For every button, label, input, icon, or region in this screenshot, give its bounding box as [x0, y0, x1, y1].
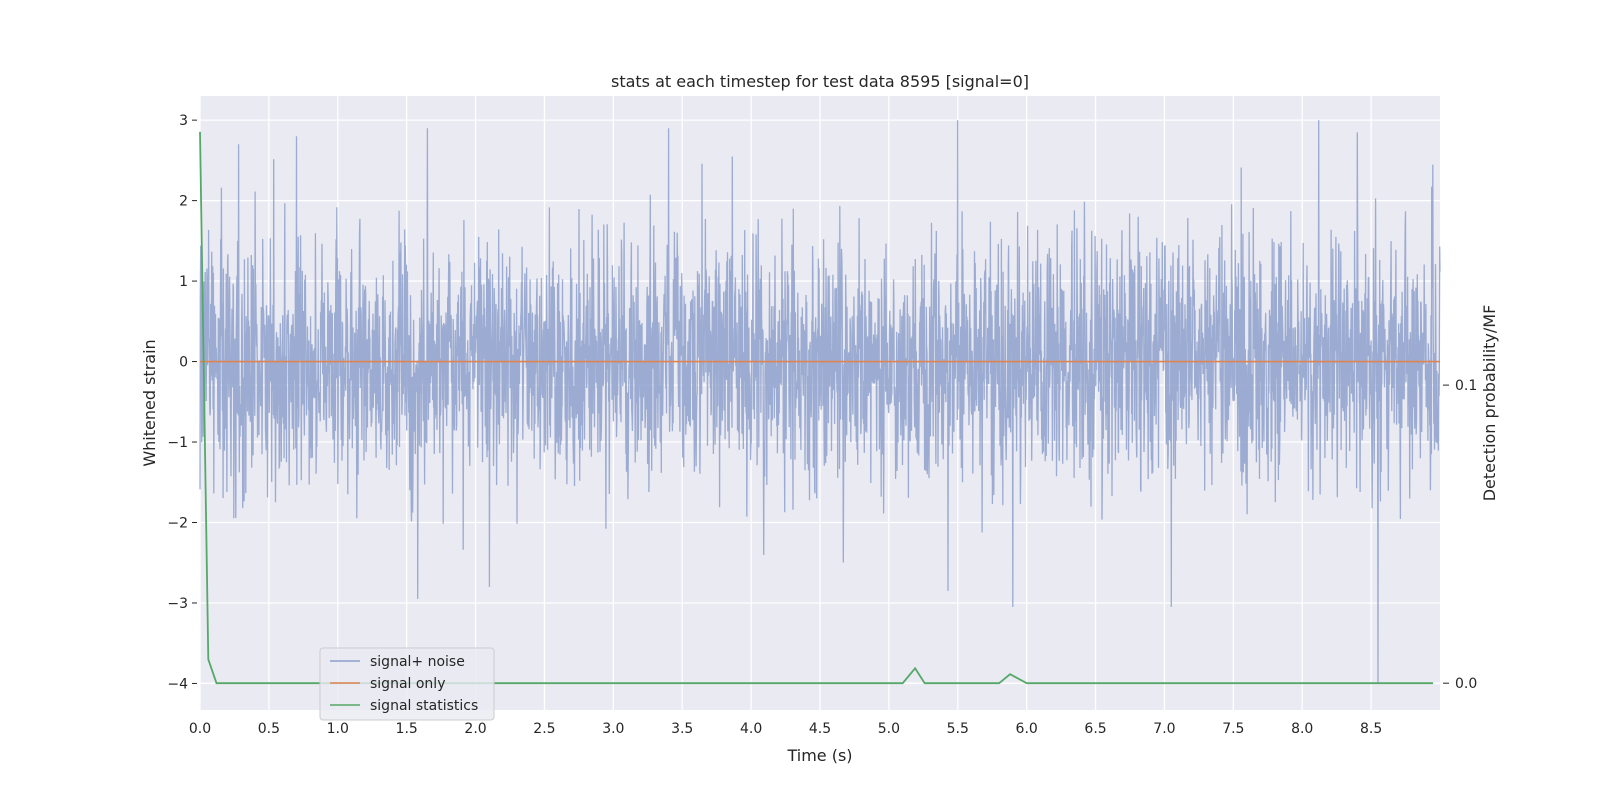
legend-label-2: signal statistics — [370, 698, 478, 714]
x-tick-label-5: 2.5 — [533, 721, 555, 737]
y-tick-label-5: −2 — [167, 516, 188, 532]
x-tick-label-6: 3.0 — [602, 721, 624, 737]
x-tick-label-7: 3.5 — [671, 721, 693, 737]
series-signal-noise-line — [199, 120, 1441, 684]
x-tick-label-1: 0.5 — [258, 721, 280, 737]
y2-tick-label-1: 0.0 — [1455, 676, 1477, 692]
x-tick-label-15: 7.5 — [1222, 721, 1244, 737]
x-tick-labels: 0.0 0.5 1.0 1.5 2.0 2.5 3.0 3.5 4.0 4.5 5.0 5.5 6.0 6… — [189, 721, 1382, 737]
y-tick-label-7: −4 — [167, 676, 188, 692]
x-axis-label: Time (s) — [786, 746, 852, 765]
x-tick-label-0: 0.0 — [189, 721, 211, 737]
y2-ticks: 0.1 0.0 — [1443, 378, 1477, 692]
y-tick-label-0: 3 — [179, 113, 188, 129]
y-tick-label-6: −3 — [167, 596, 188, 612]
x-tick-label-14: 7.0 — [1153, 721, 1175, 737]
x-tick-label-3: 1.5 — [396, 721, 418, 737]
legend: signal+ noise signal only signal statist… — [319, 647, 495, 721]
y-tick-label-3: 0 — [179, 355, 188, 371]
y-tick-labels: 3 2 1 0 −1 −2 −3 −4 — [167, 113, 197, 692]
x-tick-label-9: 4.5 — [809, 721, 831, 737]
y-tick-label-1: 2 — [179, 194, 188, 210]
y-axis-label: Whitened strain — [140, 339, 159, 466]
y2-axis-label: Detection probability/MF — [1480, 305, 1499, 502]
x-tick-label-13: 6.5 — [1084, 721, 1106, 737]
legend-box — [319, 647, 495, 721]
x-tick-label-10: 5.0 — [878, 721, 900, 737]
x-tick-label-8: 4.0 — [740, 721, 762, 737]
legend-label-0: signal+ noise — [370, 654, 465, 670]
y-tick-label-2: 1 — [179, 274, 188, 290]
x-tick-label-11: 5.5 — [947, 721, 969, 737]
y2-tick-label-0: 0.1 — [1455, 378, 1477, 394]
x-tick-label-17: 8.5 — [1360, 721, 1382, 737]
y-tick-label-4: −1 — [167, 435, 188, 451]
chart-title: stats at each timestep for test data 859… — [611, 72, 1029, 91]
x-tick-label-16: 8.0 — [1291, 721, 1313, 737]
x-tick-label-4: 2.0 — [464, 721, 486, 737]
legend-label-1: signal only — [370, 676, 445, 692]
series-signal-statistics-line — [199, 131, 1434, 685]
x-tick-label-12: 6.0 — [1016, 721, 1038, 737]
x-tick-label-2: 1.0 — [327, 721, 349, 737]
series-layer — [199, 120, 1441, 685]
